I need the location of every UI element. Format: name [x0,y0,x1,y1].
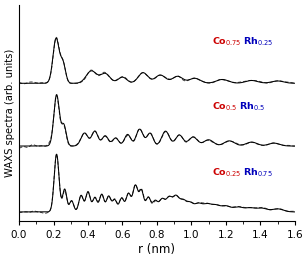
Text: Rh$_{0.75}$: Rh$_{0.75}$ [243,167,273,179]
Text: Rh$_{0.5}$: Rh$_{0.5}$ [239,100,265,113]
Text: Co$_{0.25}$: Co$_{0.25}$ [212,167,241,179]
X-axis label: r (nm): r (nm) [138,243,176,256]
Text: Rh$_{0.25}$: Rh$_{0.25}$ [243,35,273,48]
Text: Co$_{0.5}$: Co$_{0.5}$ [212,100,238,113]
Y-axis label: WAXS spectra (arb. units): WAXS spectra (arb. units) [5,49,15,177]
Text: Co$_{0.75}$: Co$_{0.75}$ [212,35,241,48]
